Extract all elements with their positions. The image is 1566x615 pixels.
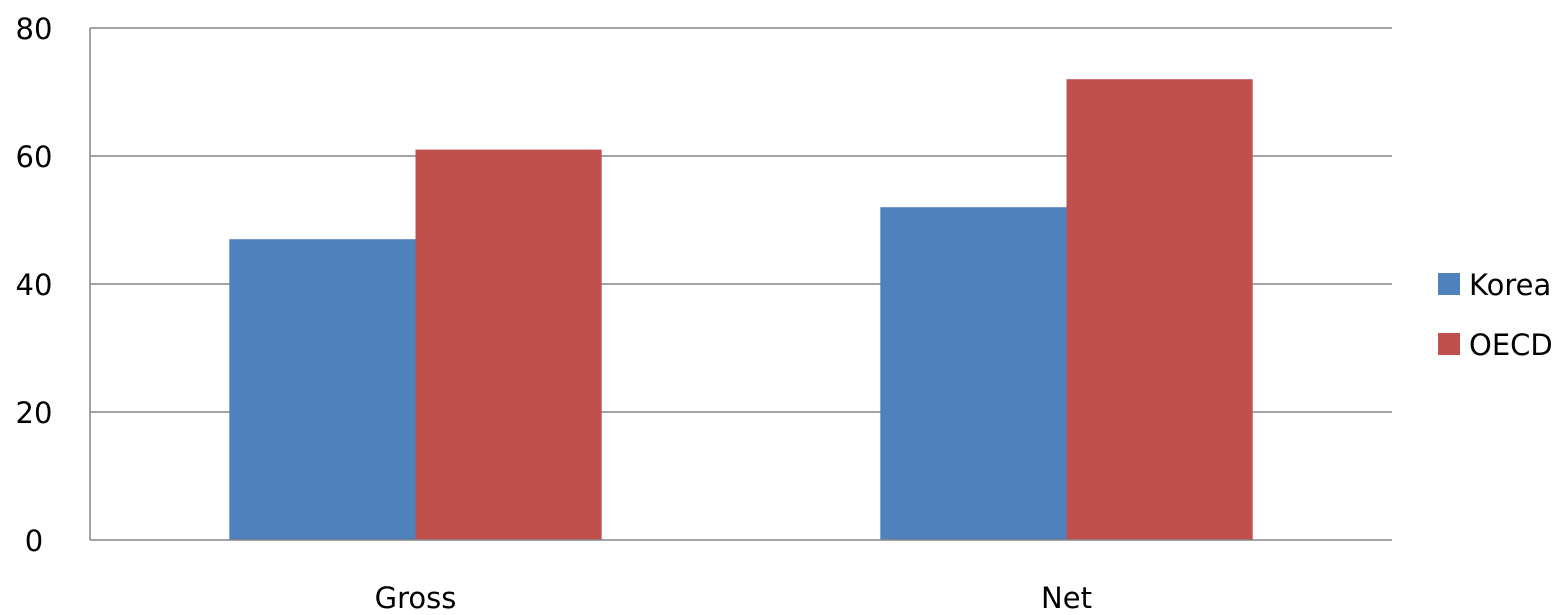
y-tick-labels: 0 20 40 60 80 bbox=[16, 12, 53, 558]
bar-korea-net bbox=[880, 207, 1067, 540]
bar-korea-gross bbox=[229, 239, 416, 540]
x-tick-label: Gross bbox=[375, 581, 457, 615]
y-tick-label: 80 bbox=[16, 12, 53, 46]
legend-swatch-oecd bbox=[1438, 333, 1460, 355]
bar-oecd-net bbox=[1066, 79, 1253, 540]
legend-swatch-korea bbox=[1438, 273, 1460, 295]
y-tick-label: 40 bbox=[16, 268, 53, 302]
legend-label-oecd: OECD bbox=[1469, 328, 1553, 362]
x-tick-labels: Gross Net bbox=[375, 581, 1092, 615]
bars bbox=[229, 79, 1253, 540]
y-tick-label: 0 bbox=[25, 524, 43, 558]
axes bbox=[89, 28, 1392, 541]
bar-oecd-gross bbox=[415, 149, 602, 540]
legend-label-korea: Korea bbox=[1469, 268, 1551, 302]
y-tick-label: 60 bbox=[16, 140, 53, 174]
legend: Korea OECD bbox=[1438, 268, 1553, 362]
x-tick-label: Net bbox=[1041, 581, 1092, 615]
y-tick-label: 20 bbox=[16, 396, 53, 430]
